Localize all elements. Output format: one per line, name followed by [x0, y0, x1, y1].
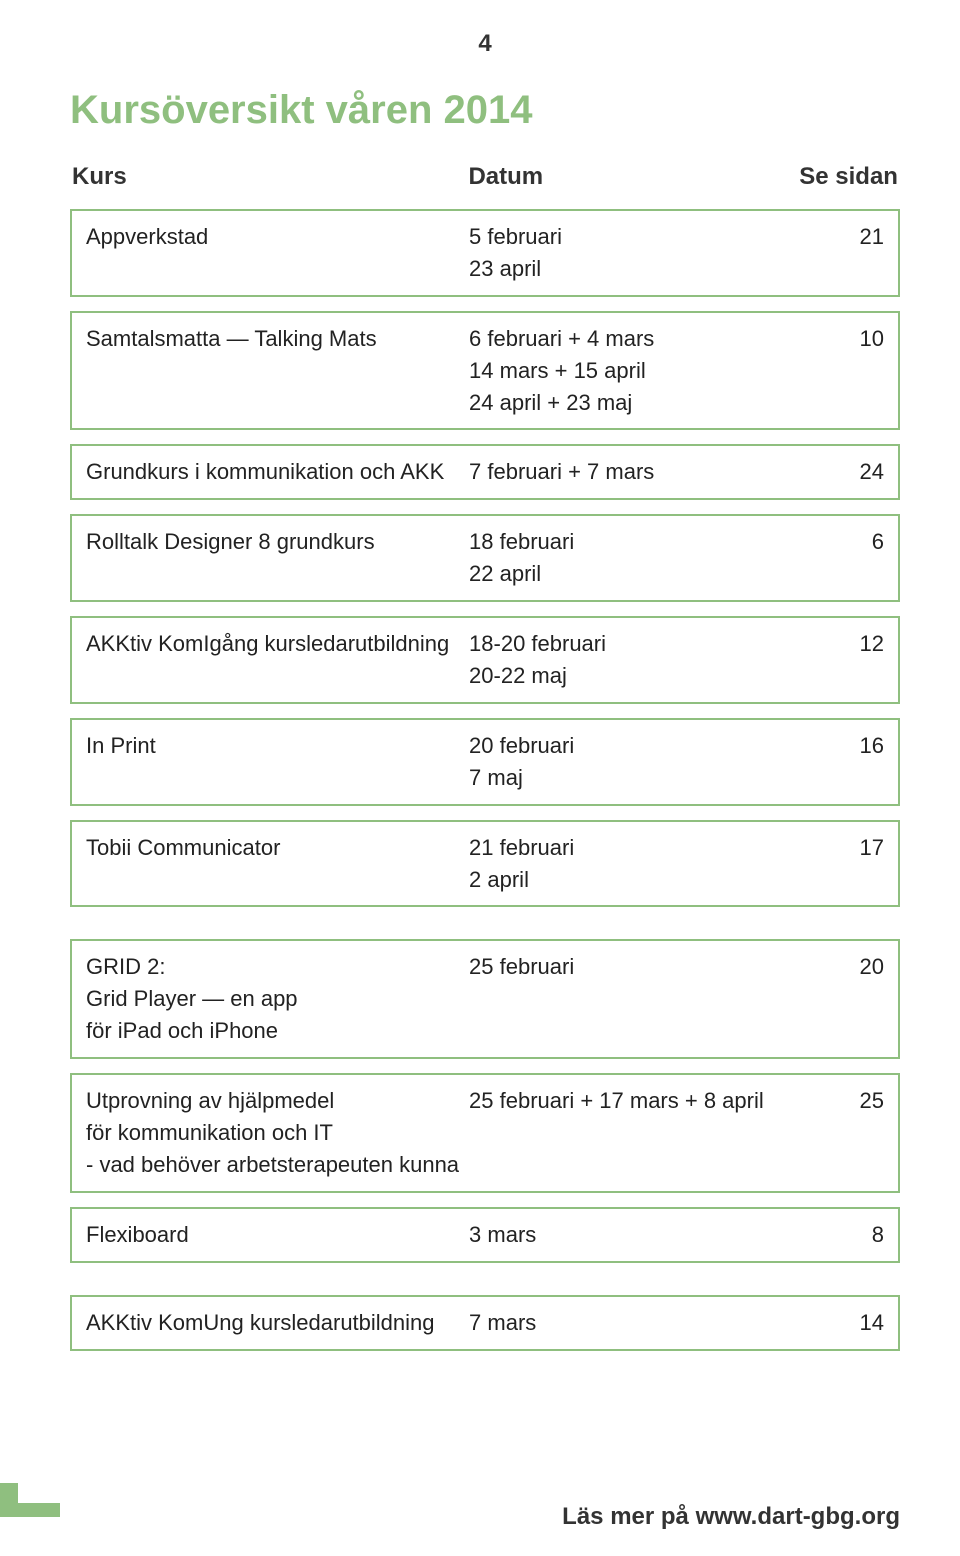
page-number: 4 [70, 30, 900, 58]
cell-sidan: 6 [772, 526, 884, 558]
table-row: Samtalsmatta — Talking Mats6 februari + … [70, 311, 900, 431]
cell-datum: 3 mars [469, 1219, 772, 1251]
cell-sidan: 14 [772, 1307, 884, 1339]
cell-kurs: Rolltalk Designer 8 grundkurs [86, 526, 469, 558]
cell-sidan: 10 [772, 323, 884, 355]
table-row: Appverkstad5 februari 23 april21 [70, 209, 900, 297]
header-kurs: Kurs [72, 163, 468, 191]
cell-sidan: 8 [772, 1219, 884, 1251]
cell-sidan: 25 [772, 1085, 884, 1117]
cell-kurs: GRID 2: Grid Player — en app för iPad oc… [86, 951, 469, 1047]
table-header: Kurs Datum Se sidan [70, 163, 900, 191]
cell-datum: 20 februari 7 maj [469, 730, 772, 794]
table-row: AKKtiv KomUng kursledarutbildning7 mars1… [70, 1295, 900, 1351]
table-row: GRID 2: Grid Player — en app för iPad oc… [70, 939, 900, 1059]
cell-sidan: 16 [772, 730, 884, 762]
cell-kurs: Utprovning av hjälpmedel för kommunikati… [86, 1085, 469, 1181]
footer: Läs mer på www.dart-gbg.org [0, 1483, 960, 1531]
footer-text: Läs mer på www.dart-gbg.org [562, 1503, 900, 1531]
cell-kurs: Tobii Communicator [86, 832, 469, 864]
table-row: Grundkurs i kommunikation och AKK7 febru… [70, 444, 900, 500]
row-gap [70, 1277, 900, 1295]
cell-sidan: 20 [772, 951, 884, 983]
row-gap [70, 921, 900, 939]
header-datum: Datum [468, 163, 782, 191]
cell-datum: 6 februari + 4 mars 14 mars + 15 april 2… [469, 323, 772, 419]
cell-datum: 7 februari + 7 mars [469, 456, 772, 488]
cell-kurs: AKKtiv KomUng kursledarutbildning [86, 1307, 469, 1339]
cell-sidan: 24 [772, 456, 884, 488]
cell-kurs: In Print [86, 730, 469, 762]
cell-kurs: Flexiboard [86, 1219, 469, 1251]
cell-datum: 25 februari [469, 951, 772, 983]
header-sidan: Se sidan [782, 163, 898, 191]
cell-datum: 5 februari 23 april [469, 221, 772, 285]
cell-datum: 25 februari + 17 mars + 8 april [469, 1085, 772, 1117]
table-row: Tobii Communicator21 februari 2 april17 [70, 820, 900, 908]
cell-kurs: Appverkstad [86, 221, 469, 253]
cell-datum: 18-20 februari 20-22 maj [469, 628, 772, 692]
cell-datum: 18 februari 22 april [469, 526, 772, 590]
cell-kurs: Grundkurs i kommunikation och AKK [86, 456, 469, 488]
page: 4 Kursöversikt våren 2014 Kurs Datum Se … [0, 0, 960, 1556]
table-row: Rolltalk Designer 8 grundkurs18 februari… [70, 514, 900, 602]
cell-kurs: Samtalsmatta — Talking Mats [86, 323, 469, 355]
cell-kurs: AKKtiv KomIgång kursledarutbildning [86, 628, 469, 660]
table-body: Appverkstad5 februari 23 april21 Samtalsm… [70, 209, 900, 1351]
table-row: AKKtiv KomIgång kursledarutbildning18-20… [70, 616, 900, 704]
table-row: In Print20 februari 7 maj16 [70, 718, 900, 806]
table-row: Flexiboard3 mars8 [70, 1207, 900, 1263]
table-row: Utprovning av hjälpmedel för kommunikati… [70, 1073, 900, 1193]
cell-datum: 21 februari 2 april [469, 832, 772, 896]
footer-ornament-icon [0, 1483, 60, 1531]
cell-sidan: 21 [772, 221, 884, 253]
cell-datum: 7 mars [469, 1307, 772, 1339]
page-title: Kursöversikt våren 2014 [70, 88, 900, 133]
cell-sidan: 17 [772, 832, 884, 864]
cell-sidan: 12 [772, 628, 884, 660]
